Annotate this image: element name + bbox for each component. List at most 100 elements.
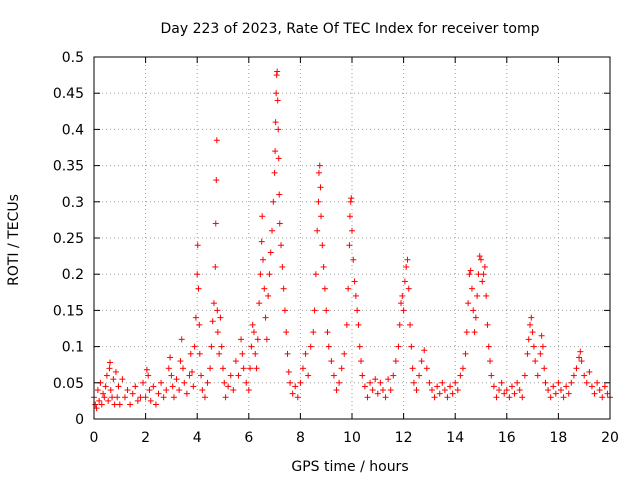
data-point [474,292,481,299]
y-tick-label: 0.15 [53,303,84,319]
data-point [317,184,324,191]
data-point [102,383,109,390]
data-point [356,343,363,350]
data-point [354,307,361,314]
data-point [177,358,184,365]
data-point [107,387,114,394]
data-point [261,285,268,292]
data-point [100,390,107,397]
data-point [176,387,183,394]
data-point [423,365,430,372]
data-point [287,379,294,386]
data-point [217,314,224,321]
data-point [273,72,280,79]
data-point [516,387,523,394]
data-point [338,365,345,372]
data-point [385,376,392,383]
data-point [511,390,518,397]
data-point [178,336,185,343]
data-point [245,387,252,394]
data-point [481,263,488,270]
data-point [490,383,497,390]
data-point [503,387,510,394]
data-point [299,365,306,372]
data-point [129,390,136,397]
data-point [167,354,174,361]
data-point [409,365,416,372]
data-point [250,329,257,336]
data-point [395,343,402,350]
data-point [498,379,505,386]
y-tick-label: 0 [75,412,84,428]
data-point [111,401,118,408]
data-point [265,292,272,299]
data-point [346,242,353,249]
y-tick-label: 0.4 [62,122,84,138]
x-tick-label: 12 [395,430,413,446]
y-tick-label: 0.35 [53,159,84,175]
data-point [401,278,408,285]
data-point [155,390,162,397]
data-point [280,285,287,292]
data-point [307,343,314,350]
data-point [336,379,343,386]
data-point [134,397,141,404]
data-point [318,213,325,220]
data-point [534,372,541,379]
data-point [351,278,358,285]
data-point [467,267,474,274]
data-point [247,365,254,372]
data-point [577,348,584,355]
data-point [212,220,219,227]
data-point [168,372,175,379]
x-tick-label: 10 [343,430,361,446]
data-point [160,394,167,401]
data-point [382,394,389,401]
data-point [323,307,330,314]
data-point [105,397,112,404]
data-point [573,365,580,372]
y-axis: 0 0.05 0.1 0.15 0.2 0.25 0.3 0.35 0.4 0.45 0.5 [53,50,610,428]
data-point [418,358,425,365]
data-point [514,379,521,386]
data-point [468,285,475,292]
data-point [143,366,150,373]
data-point [485,343,492,350]
data-point [186,372,193,379]
data-point [207,365,214,372]
data-point [181,379,188,386]
grid [94,57,610,419]
data-point [476,253,483,260]
data-point [537,350,544,357]
data-point [352,292,359,299]
data-point [114,394,121,401]
data-point [452,379,459,386]
data-point [444,394,451,401]
data-point [204,379,211,386]
y-tick-label: 0.2 [62,267,84,283]
data-point [239,350,246,357]
data-point [333,387,340,394]
data-point [599,394,606,401]
data-point [459,365,466,372]
data-point [254,336,261,343]
data-point [92,401,99,408]
data-point [475,271,482,278]
data-point [225,383,232,390]
data-point [348,195,355,202]
data-point [563,383,570,390]
y-tick-label: 0.25 [53,231,84,247]
data-point [198,372,205,379]
data-point [213,177,220,184]
data-point [390,372,397,379]
data-point [96,397,103,404]
data-point [320,263,327,270]
data-point [343,321,350,328]
data-point [325,343,332,350]
data-point [101,394,108,401]
data-point [447,383,454,390]
data-point [527,321,534,328]
data-point [398,300,405,307]
data-point [319,242,326,249]
data-point [208,343,215,350]
